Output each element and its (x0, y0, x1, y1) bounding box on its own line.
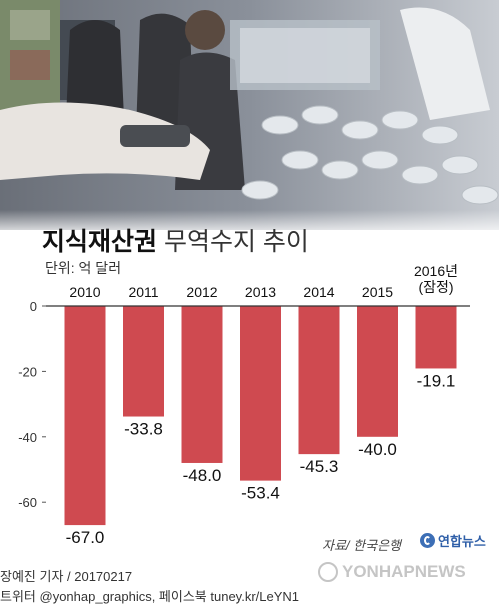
x-tick-label: 2012 (186, 284, 217, 300)
x-tick-label: 2016년 (414, 263, 458, 279)
x-tick-label: 2010 (69, 284, 100, 300)
x-tick-label: (잠정) (418, 279, 453, 295)
data-label: -48.0 (183, 466, 222, 485)
chart-title-main: 지식재산권 (42, 228, 158, 256)
data-label: -19.1 (417, 371, 456, 390)
header-photo (0, 0, 499, 230)
bar (357, 306, 398, 437)
bar (64, 306, 106, 526)
bar (298, 306, 340, 455)
data-label: -45.3 (300, 457, 339, 476)
yonhap-logo: 연합뉴스 (420, 531, 486, 550)
bar (240, 306, 281, 481)
bar (181, 306, 223, 463)
x-tick-label: 2015 (362, 284, 393, 300)
x-tick-label: 2014 (303, 284, 334, 300)
data-label: -33.8 (124, 420, 163, 439)
bar (123, 306, 164, 417)
y-tick-label: -20 (18, 364, 37, 379)
credit-line-2: 트위터 @yonhap_graphics, 페이스북 tuney.kr/LeYN… (0, 589, 300, 604)
watermark-icon (318, 562, 338, 582)
data-label: -53.4 (241, 484, 280, 503)
source-label: 자료/ 한국은행 (322, 538, 401, 553)
unit-label: 단위: 억 달러 (45, 260, 122, 276)
x-tick-label: 2011 (128, 284, 158, 300)
y-tick-label: -60 (18, 495, 37, 510)
yonhap-logo-icon (420, 533, 435, 548)
y-tick-label: -40 (18, 430, 37, 445)
chart-title: 지식재산권 무역수지 추이 (42, 222, 309, 258)
data-label: -67.0 (66, 528, 105, 547)
data-label: -40.0 (358, 440, 397, 459)
bar (415, 306, 457, 369)
chart-title-rest: 무역수지 추이 (157, 228, 309, 256)
yonhap-logo-text: 연합뉴스 (438, 534, 486, 549)
x-tick-label: 2013 (245, 284, 276, 300)
watermark-text: YONHAPNEWS (342, 562, 466, 581)
y-tick-label: 0 (30, 299, 37, 314)
credit-line-1: 장예진 기자 / 20170217 (0, 569, 133, 584)
watermark: YONHAPNEWS (318, 562, 466, 582)
